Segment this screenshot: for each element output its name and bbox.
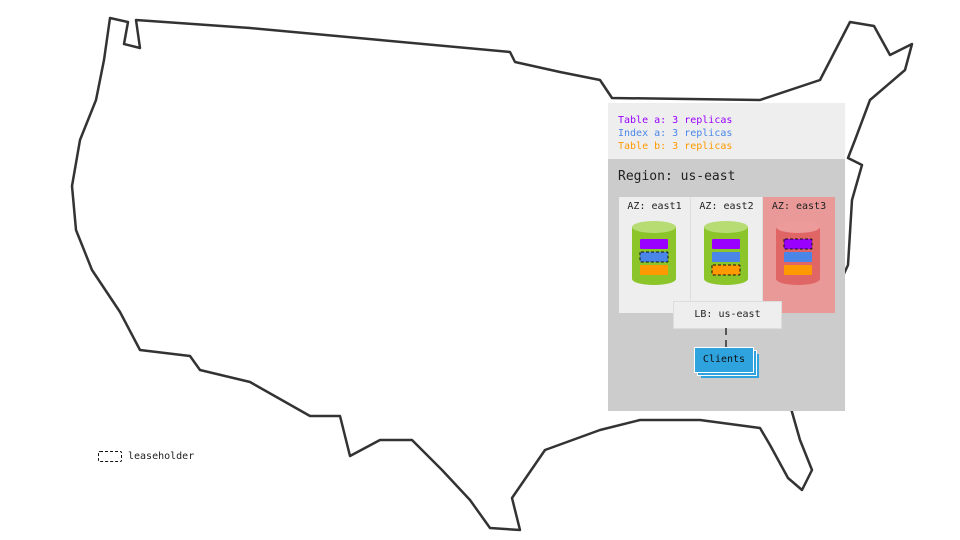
leaseholder-legend: leaseholder bbox=[98, 451, 194, 462]
lb-client-line bbox=[725, 328, 727, 347]
region-us-east: Region: us-east AZ: east1 AZ: east2 AZ: … bbox=[608, 159, 845, 411]
az-label: AZ: east3 bbox=[771, 201, 827, 212]
legend-table-b: Table b: 3 replicas bbox=[618, 141, 733, 152]
database-node-icon bbox=[632, 221, 676, 285]
az-east3: AZ: east3 bbox=[763, 197, 835, 313]
az-east2: AZ: east2 bbox=[691, 197, 763, 313]
region-title: Region: us-east bbox=[618, 169, 736, 184]
database-node-icon bbox=[704, 221, 748, 285]
load-balancer: LB: us-east bbox=[673, 301, 782, 329]
az-label: AZ: east1 bbox=[627, 201, 682, 212]
replica-legend: Table a: 3 replicas Index a: 3 replicas … bbox=[608, 103, 845, 159]
legend-index-a: Index a: 3 replicas bbox=[618, 128, 733, 139]
legend-table-a: Table a: 3 replicas bbox=[618, 115, 733, 126]
az-east1: AZ: east1 bbox=[619, 197, 691, 313]
leaseholder-label: leaseholder bbox=[128, 451, 195, 462]
clients-box: Clients bbox=[694, 347, 754, 373]
dashed-box-icon bbox=[98, 451, 122, 462]
az-label: AZ: east2 bbox=[699, 201, 754, 212]
database-node-failed-icon bbox=[776, 221, 820, 285]
